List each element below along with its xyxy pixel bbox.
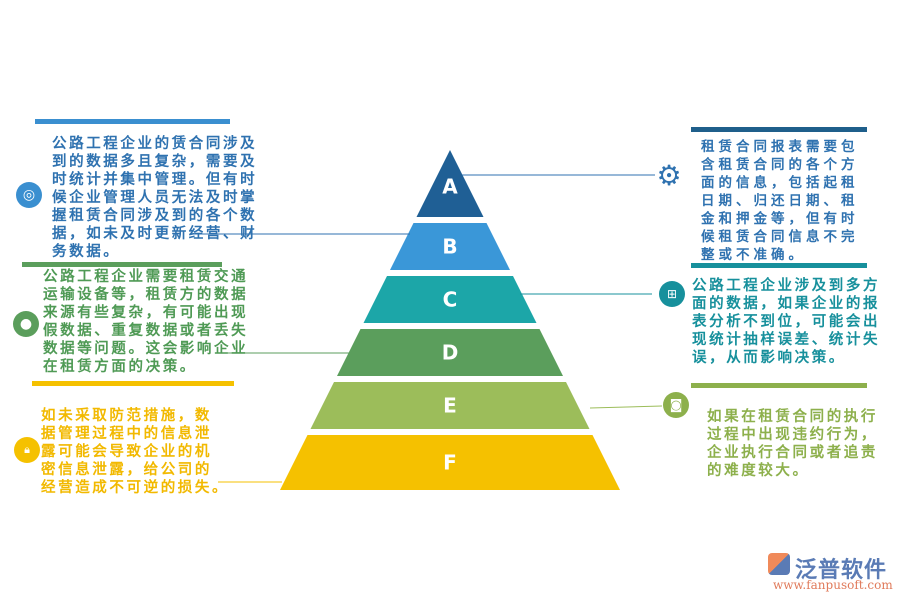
text-block-left-2: 公路工程企业需要租赁交通 运输设备等，租赁方的数据 来源有些复杂，有可能出现 假数据、… [43,268,248,376]
text-line: 面的数据，如果企业的报 [692,296,881,312]
pyramid-level-e [310,382,590,429]
gear-icon: ⚙ [656,158,682,192]
text-block-right-1: 租赁合同报表需要包 含租赁合同的各个方 面的信息，包括起租 日期、归还日期、租 金和押金… [701,138,859,264]
text-line: 企业执行合同或者追责 [707,445,878,461]
text-line: 在租赁方面的决策。 [43,359,197,375]
logo-name: 泛普软件 [795,558,888,583]
text-line: 过程中出现违约行为， [707,427,878,443]
pyramid-level-b [390,223,510,270]
text-line: 密信息泄露，给公司的 [41,462,212,478]
text-line: 握租赁合同涉及到的各个数 [52,208,258,224]
text-line: 面的信息，包括起租 [701,175,859,191]
divider-bar [35,119,230,124]
pyramid-label: A [442,175,458,199]
text-line: 如果在租赁合同的执行 [707,409,878,425]
windows-icon: ⊞ [659,281,685,307]
instagram-icon: ◙ [663,392,689,418]
text-line: 如未采取防范措施，数 [41,408,212,424]
apple-icon: ● [13,311,39,337]
text-line: 日期、归还日期、租 [701,193,859,209]
logo-mark [768,553,790,575]
text-line: 现统计抽样误差、统计失 [692,332,881,348]
aperture-icon: ◎ [16,182,42,208]
text-line: 据管理过程中的信息泄 [41,426,212,442]
text-line: 时统计并集中管理。但有时 [52,172,258,188]
text-line: 表分析不到位，可能会出 [692,314,881,330]
text-line: 假数据、重复数据或者丢失 [43,323,249,339]
divider-bar [691,127,867,132]
divider-bar [691,383,867,388]
text-line: 含租赁合同的各个方 [701,157,859,173]
divider-bar [691,263,867,268]
pyramid-label: D [442,341,459,365]
text-block-right-2: 公路工程企业涉及到多方 面的数据，如果企业的报 表分析不到位，可能会出 现统计抽样误差… [692,277,880,367]
pyramid-label: B [442,235,457,259]
text-line: 的难度较大。 [707,463,810,479]
text-line: 公路工程企业需要租赁交通 [43,269,249,285]
text-line: 据，如未及时更新经营、财 [52,226,258,242]
text-line: 整或不准确。 [701,247,806,263]
text-line: 候租赁合同信息不完 [701,229,859,245]
text-line: 租赁合同报表需要包 [701,139,859,155]
text-line: 来源有些复杂，有可能出现 [43,305,249,321]
text-block-left-1: 公路工程企业的赁合同涉及 到的数据多且复杂，需要及 时统计并集中管理。但有时 候企业管… [52,135,257,261]
pyramid-level-c [363,276,537,323]
lock-icon: 🔒︎ [14,437,40,463]
pyramid-level-f [280,435,620,490]
text-line: 金和押金等，但有时 [701,211,859,227]
text-line: 数据等问题。这会影响企业 [43,341,249,357]
pyramid-label: C [443,288,458,312]
text-line: 经营造成不可逆的损失。 [41,480,230,496]
text-line: 公路工程企业的赁合同涉及 [52,136,258,152]
divider-bar [22,262,222,267]
text-line: 候企业管理人员无法及时掌 [52,190,258,206]
text-line: 露可能会导致企业的机 [41,444,212,460]
text-block-right-3: 如果在租赁合同的执行 过程中出现违约行为， 企业执行合同或者追责 的难度较大。 [707,408,878,480]
pyramid-level-d [337,329,563,376]
pyramid-label: F [443,451,457,475]
text-line: 运输设备等，租赁方的数据 [43,287,249,303]
connector-e [589,405,663,409]
text-line: 误，从而影响决策。 [692,350,846,366]
pyramid-label: E [443,394,457,418]
text-block-left-3: 如未采取防范措施，数 据管理过程中的信息泄 露可能会导致企业的机 密信息泄露，给公司的… [41,407,229,497]
text-line: 到的数据多且复杂，需要及 [52,154,258,170]
divider-bar [32,381,234,386]
pyramid-level-a [416,150,484,217]
logo-url: www.fanpusoft.com [773,578,893,592]
text-line: 务数据。 [52,244,121,260]
text-line: 公路工程企业涉及到多方 [692,278,881,294]
